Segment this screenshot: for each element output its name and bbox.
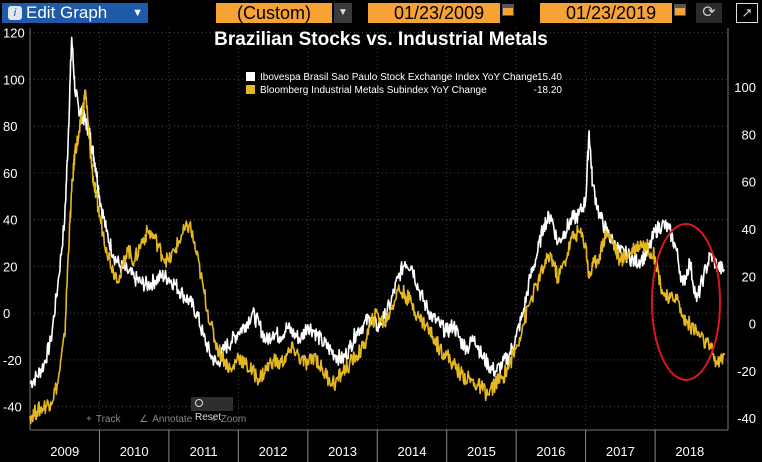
- end-calendar-icon[interactable]: [674, 4, 686, 16]
- legend: Ibovespa Brasil Sao Paulo Stock Exchange…: [246, 71, 562, 97]
- x-tick-label: 2011: [190, 444, 218, 459]
- right-tick-label: 0: [749, 317, 756, 332]
- left-tick-label: 120: [3, 26, 25, 41]
- zoom-label: Zoom: [220, 414, 247, 425]
- reset-button[interactable]: Reset: [191, 397, 233, 423]
- series-line-ibovespa: [29, 36, 726, 389]
- period-dropdown[interactable]: (Custom): [216, 3, 332, 23]
- magnifier-icon: ⌕: [211, 414, 217, 425]
- zoom-button[interactable]: ⌕ Zoom: [211, 414, 254, 425]
- legend-label-ibovespa: Ibovespa Brasil Sao Paulo Stock Exchange…: [260, 72, 538, 83]
- end-date-input[interactable]: 01/23/2019: [540, 3, 672, 23]
- x-tick-label: 2014: [398, 444, 427, 459]
- grid: [30, 32, 728, 408]
- track-label: Track: [95, 414, 121, 425]
- left-tick-label: -20: [3, 353, 22, 368]
- expand-icon[interactable]: ↗: [736, 3, 758, 23]
- left-tick-label: 100: [3, 72, 25, 87]
- start-calendar-icon[interactable]: [502, 4, 514, 16]
- chart-title: Brazilian Stocks vs. Industrial Metals: [214, 29, 548, 50]
- highlight-circle: [651, 223, 721, 381]
- left-tick-label: 40: [3, 213, 17, 228]
- legend-item-metals[interactable]: Bloomberg Industrial Metals Subindex YoY…: [246, 84, 562, 97]
- series-group: [29, 36, 726, 425]
- right-tick-label: -20: [737, 364, 756, 379]
- left-y-axis: 120 100 80 60 40 20 0 -20 -40: [3, 26, 31, 430]
- edit-graph-label: Edit Graph: [26, 3, 108, 22]
- x-tick-label: 2009: [50, 444, 79, 459]
- right-tick-label: 80: [742, 127, 756, 142]
- left-tick-label: 80: [3, 119, 17, 134]
- edit-graph-icon: i: [8, 6, 22, 20]
- series-line-metals: [29, 89, 726, 425]
- x-tick-label: 2017: [606, 444, 635, 459]
- left-tick-label: 20: [3, 259, 17, 274]
- right-tick-label: 40: [742, 222, 756, 237]
- right-tick-label: 100: [734, 80, 756, 95]
- chevron-down-icon: ▼: [132, 7, 143, 19]
- edit-graph-button[interactable]: i Edit Graph ▼: [2, 3, 148, 23]
- legend-label-metals: Bloomberg Industrial Metals Subindex YoY…: [260, 85, 487, 96]
- crosshair-icon: +: [86, 414, 92, 425]
- legend-item-ibovespa[interactable]: Ibovespa Brasil Sao Paulo Stock Exchange…: [246, 71, 562, 84]
- refresh-icon[interactable]: ⟳: [696, 3, 722, 23]
- x-tick-label: 2015: [467, 444, 496, 459]
- x-tick-label: 2012: [259, 444, 288, 459]
- period-dropdown-arrow-icon[interactable]: ▼: [334, 3, 352, 23]
- start-date-input[interactable]: 01/23/2009: [368, 3, 500, 23]
- annotate-label: Annotate: [152, 414, 193, 425]
- left-tick-label: -40: [3, 400, 22, 415]
- annotate-button[interactable]: ∠ Annotate: [139, 414, 200, 425]
- left-tick-label: 60: [3, 166, 17, 181]
- legend-value-ibovespa: 15.40: [536, 72, 562, 83]
- right-y-axis: 100 80 60 40 20 0 -20 -40: [727, 28, 756, 430]
- pencil-icon: ∠: [139, 414, 149, 425]
- left-tick-label: 0: [3, 306, 10, 321]
- right-tick-label: -40: [737, 411, 756, 426]
- reset-label: Reset: [195, 412, 222, 423]
- right-tick-label: 20: [742, 269, 756, 284]
- legend-swatch-ibovespa: [246, 72, 255, 81]
- legend-swatch-metals: [246, 85, 255, 94]
- right-tick-label: 60: [742, 175, 756, 190]
- toolbar: i Edit Graph ▼ (Custom) ▼ 01/23/2009 01/2…: [0, 0, 762, 27]
- legend-value-metals: -18.20: [533, 85, 562, 96]
- x-axis: 2009 2010 2011 2012 2013 2014 2015 2016 2017 2018: [30, 28, 728, 462]
- x-tick-label: 2016: [536, 444, 565, 459]
- x-tick-label: 2018: [675, 444, 704, 459]
- x-tick-label: 2010: [120, 444, 149, 459]
- reset-icon: [195, 399, 203, 407]
- chart-tools: + Track ∠ Annotate ⌕ Zoom: [86, 414, 262, 425]
- x-tick-label: 2013: [328, 444, 357, 459]
- track-button[interactable]: + Track: [86, 414, 128, 425]
